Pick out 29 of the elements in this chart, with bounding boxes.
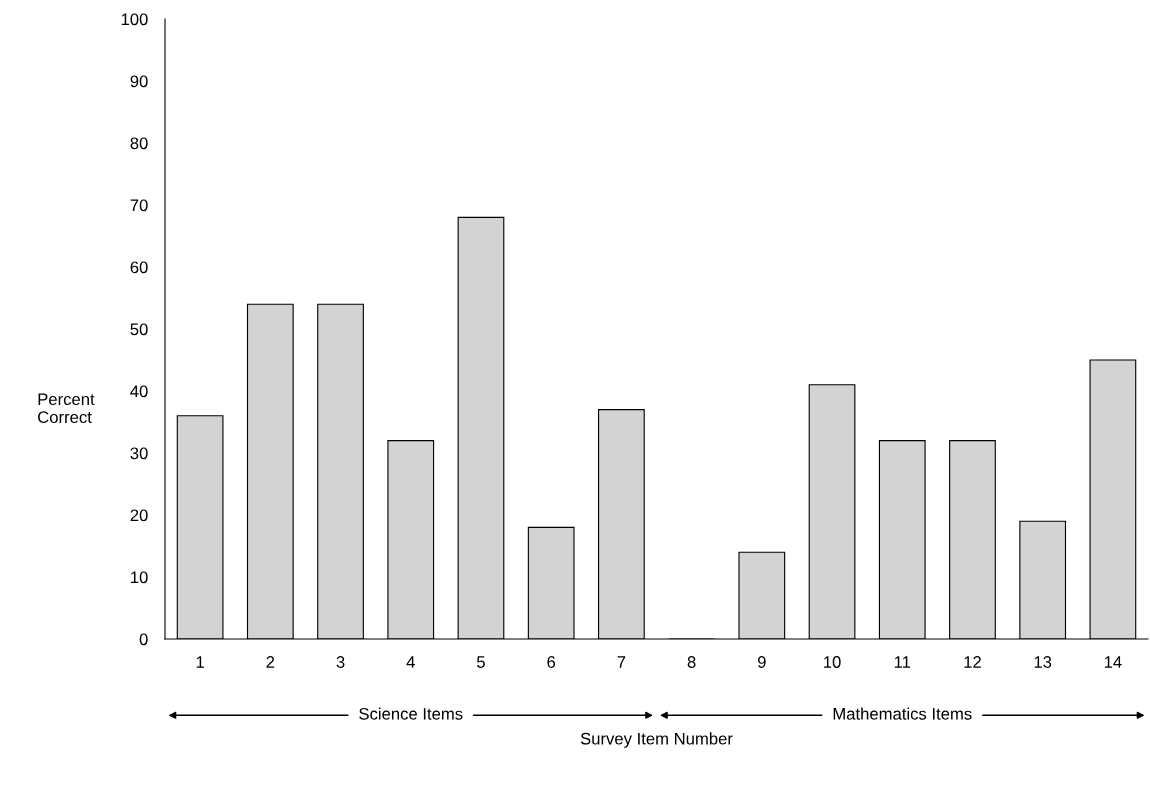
x-tick-label: 10 (824, 656, 841, 668)
y-tick-label: 50 (130, 323, 148, 336)
x-tick-label: 7 (617, 656, 626, 668)
x-tick-label: 14 (1104, 656, 1122, 668)
y-tick-label: 80 (130, 137, 148, 150)
x-tick-label: 1 (196, 656, 204, 668)
text: Mathematics Items (833, 707, 972, 720)
y-tick-label: 90 (130, 75, 148, 88)
y-tick-label: 10 (131, 571, 148, 584)
x-tick-label: 9 (757, 656, 766, 668)
y-tick-label: 30 (130, 447, 148, 460)
text: Science Items (359, 707, 463, 720)
x-axis-title: Survey Item Number (580, 732, 733, 748)
y-tick-label: 40 (130, 385, 148, 398)
x-tick-label: 13 (1034, 656, 1052, 668)
y-tick-label: 70 (130, 199, 148, 212)
x-tick-label: 6 (547, 656, 556, 668)
x-tick-label: 11 (894, 656, 911, 668)
x-tick-label: 3 (336, 656, 345, 668)
y-tick-label: 100 (121, 13, 148, 26)
x-tick-label: 4 (406, 656, 415, 668)
y-axis-title: Percent Correct (38, 393, 95, 424)
x-tick-label: 12 (964, 656, 981, 668)
x-tick-label: 8 (687, 656, 696, 668)
x-tick-label: 5 (477, 656, 485, 668)
y-tick-label: 0 (139, 633, 148, 646)
x-tick-label: 2 (266, 656, 275, 668)
y-tick-label: 20 (130, 509, 148, 522)
y-tick-label: 60 (130, 261, 148, 274)
